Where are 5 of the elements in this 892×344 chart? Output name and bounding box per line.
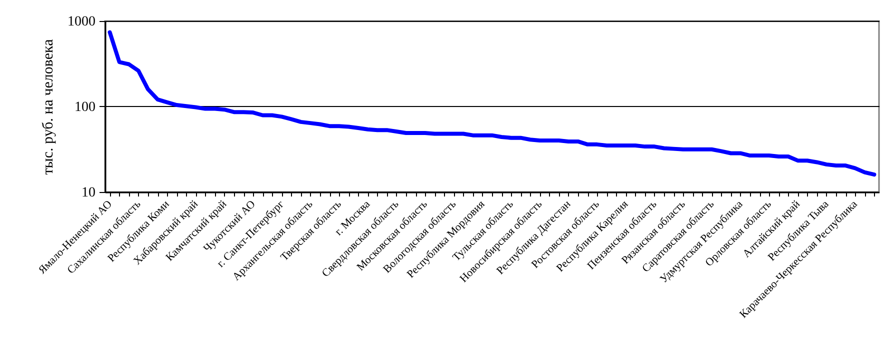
y-axis-title: тыс. руб. на человека [40,38,56,175]
y-tick-label: 1000 [68,14,96,30]
y-tick-label: 100 [74,100,96,115]
line-series [108,30,876,177]
y-tick-label: 10 [82,186,96,200]
